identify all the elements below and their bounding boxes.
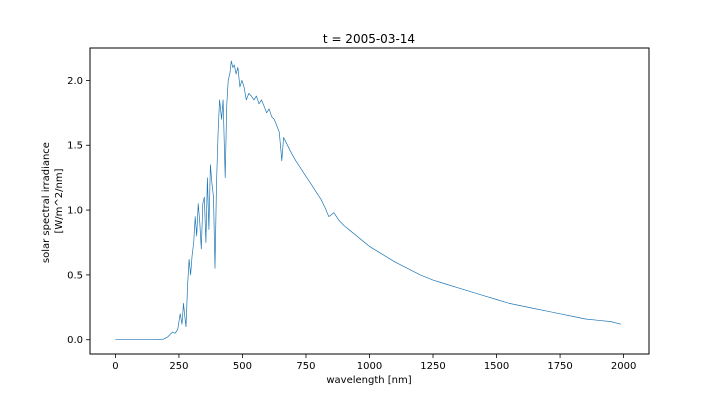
y-tick-label: 0.5 bbox=[67, 270, 83, 281]
y-tick-label: 2.0 bbox=[67, 76, 83, 87]
y-axis-label-line-2: [W/m^2/nm] bbox=[54, 168, 65, 233]
y-tick-label: 1.5 bbox=[67, 141, 83, 152]
x-axis-ticks: 0 250 500 750 1000 1250 1500 1750 2000 bbox=[112, 354, 636, 372]
x-tick-label: 1500 bbox=[484, 361, 509, 372]
x-tick-label: 500 bbox=[233, 361, 252, 372]
axes-frame bbox=[89, 47, 650, 355]
x-tick-label: 2000 bbox=[611, 361, 636, 372]
y-tick-label: 1.0 bbox=[67, 206, 83, 217]
x-tick-label: 1750 bbox=[547, 361, 572, 372]
y-tick-label: 0.0 bbox=[67, 335, 83, 346]
x-tick-label: 1250 bbox=[420, 361, 445, 372]
spectrum-line bbox=[115, 60, 622, 341]
x-axis-label: wavelength [nm] bbox=[326, 375, 411, 386]
plot-area bbox=[115, 60, 622, 341]
x-tick-label: 250 bbox=[169, 361, 188, 372]
x-tick-label: 750 bbox=[296, 361, 315, 372]
x-tick-label: 1000 bbox=[357, 361, 382, 372]
y-axis-label: solar spectral irradiance [W/m^2/nm] bbox=[41, 139, 65, 263]
y-axis-ticks: 0.0 0.5 1.0 1.5 2.0 bbox=[67, 76, 90, 346]
chart-title: t = 2005-03-14 bbox=[323, 32, 415, 46]
y-axis-label-line-1: solar spectral irradiance bbox=[41, 142, 52, 263]
x-tick-label: 0 bbox=[112, 361, 118, 372]
